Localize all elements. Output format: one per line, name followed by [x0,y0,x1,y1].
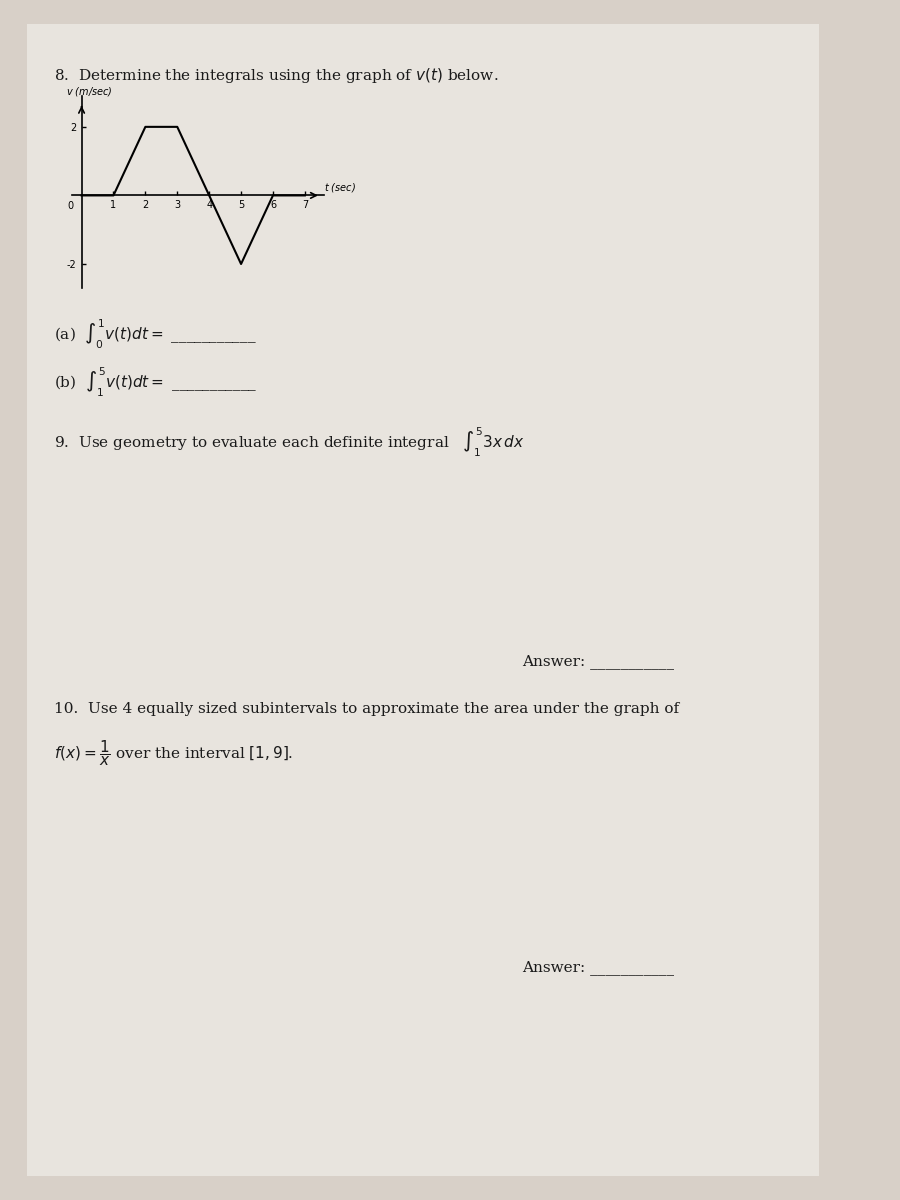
Text: (a)  $\int_0^1 v(t)dt = $ ___________: (a) $\int_0^1 v(t)dt = $ ___________ [54,318,256,352]
Text: Answer: ___________: Answer: ___________ [522,960,674,974]
FancyBboxPatch shape [27,24,819,1176]
Text: $v$ (m/sec): $v$ (m/sec) [66,85,112,97]
Text: 8.  Determine the integrals using the graph of $v(t)$ below.: 8. Determine the integrals using the gra… [54,66,499,85]
Text: (b)  $\int_1^5 v(t)dt = $ ___________: (b) $\int_1^5 v(t)dt = $ ___________ [54,366,257,400]
Text: 10.  Use 4 equally sized subintervals to approximate the area under the graph of: 10. Use 4 equally sized subintervals to … [54,702,680,716]
Text: Answer: ___________: Answer: ___________ [522,654,674,668]
Text: $t$ (sec): $t$ (sec) [324,181,356,193]
Text: 9.  Use geometry to evaluate each definite integral   $\int_1^5 3x\,dx$: 9. Use geometry to evaluate each definit… [54,426,525,460]
Text: 0: 0 [68,200,74,210]
Text: $f(x) = \dfrac{1}{x}$ over the interval $[1, 9]$.: $f(x) = \dfrac{1}{x}$ over the interval … [54,738,293,768]
